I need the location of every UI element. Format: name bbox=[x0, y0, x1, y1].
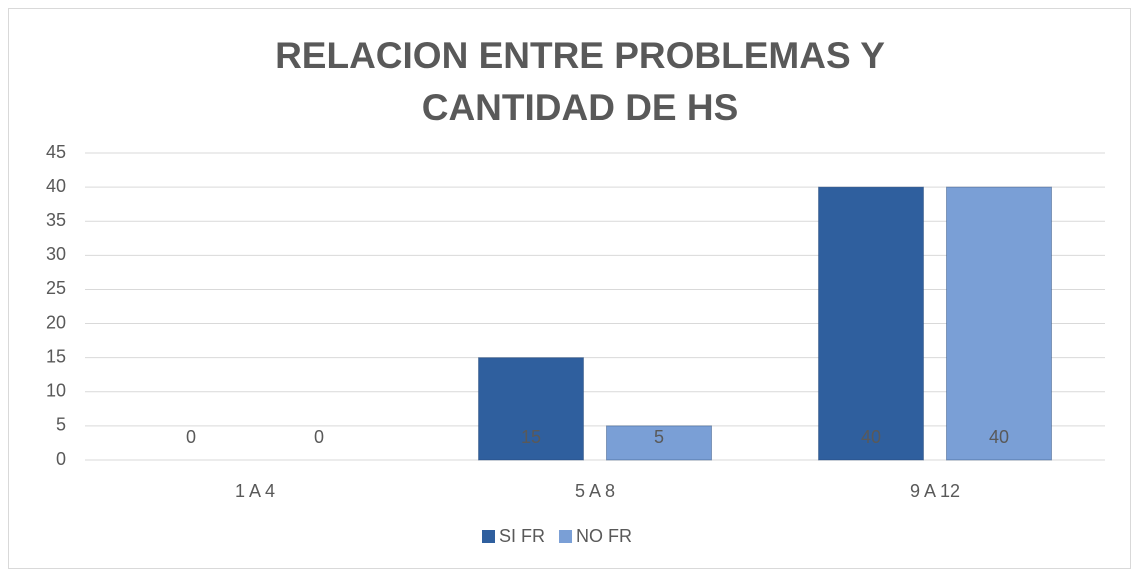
y-tick-label: 35 bbox=[46, 210, 66, 230]
y-tick-label: 10 bbox=[46, 381, 66, 401]
legend-label: NO FR bbox=[576, 526, 632, 546]
chart-title: RELACION ENTRE PROBLEMAS Y CANTIDAD DE H… bbox=[275, 35, 885, 128]
y-tick-label: 25 bbox=[46, 278, 66, 298]
data-label: 40 bbox=[989, 427, 1009, 447]
data-label: 5 bbox=[654, 427, 664, 447]
y-tick-label: 20 bbox=[46, 312, 66, 332]
y-tick-label: 30 bbox=[46, 244, 66, 264]
bar bbox=[818, 186, 924, 461]
x-tick-label: 1 A 4 bbox=[235, 481, 275, 501]
legend-swatch bbox=[482, 530, 495, 543]
bar bbox=[946, 186, 1052, 461]
data-label: 15 bbox=[521, 427, 541, 447]
y-tick-label: 0 bbox=[56, 449, 66, 469]
y-tick-label: 40 bbox=[46, 176, 66, 196]
data-label: 0 bbox=[186, 427, 196, 447]
x-tick-label: 5 A 8 bbox=[575, 481, 615, 501]
x-tick-label: 9 A 12 bbox=[910, 481, 960, 501]
legend-swatch bbox=[559, 530, 573, 543]
bar bbox=[606, 425, 712, 461]
y-tick-label: 45 bbox=[46, 142, 66, 162]
data-label: 0 bbox=[314, 427, 324, 447]
bar bbox=[478, 357, 584, 461]
legend-label: SI FR bbox=[499, 526, 545, 546]
y-tick-label: 15 bbox=[46, 346, 66, 366]
y-tick-label: 5 bbox=[56, 415, 66, 435]
data-label: 40 bbox=[861, 427, 881, 447]
